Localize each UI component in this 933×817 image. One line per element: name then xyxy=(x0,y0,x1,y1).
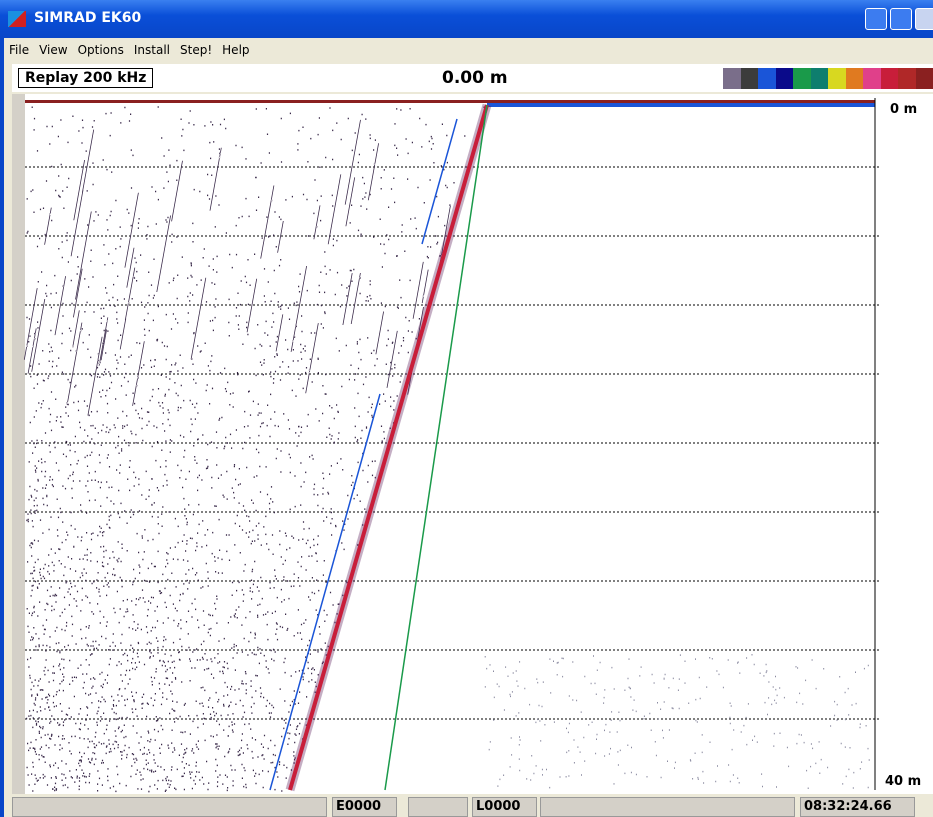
palette-swatch xyxy=(723,68,741,89)
time-readout: 08:32:24.66 xyxy=(800,797,915,817)
maximize-button[interactable] xyxy=(890,8,912,30)
palette-swatch xyxy=(740,68,758,89)
close-button[interactable] xyxy=(915,8,933,30)
bottom-echo xyxy=(288,104,489,791)
window-frame xyxy=(0,38,4,817)
target-trace xyxy=(269,393,381,791)
menu-bar: File View Options Install Step! Help xyxy=(4,38,929,62)
log-counter: L0000 xyxy=(472,797,537,817)
status-cell xyxy=(540,797,795,817)
palette-swatch xyxy=(845,68,863,89)
palette-swatch xyxy=(880,68,898,89)
palette-swatch xyxy=(810,68,828,89)
event-counter: E0000 xyxy=(332,797,397,817)
depth-readout: 0.00 m xyxy=(442,68,508,88)
surface-band xyxy=(487,103,875,107)
menu-item[interactable]: Help xyxy=(222,43,250,57)
status-cell xyxy=(408,797,468,817)
menu-item[interactable]: Install xyxy=(133,43,171,57)
palette-swatch xyxy=(915,68,933,89)
menu-item[interactable]: View xyxy=(39,43,68,57)
palette-swatch xyxy=(828,68,846,89)
depth-top-label: 0 m xyxy=(890,102,917,117)
palette-swatch xyxy=(898,68,916,89)
status-bar: E0000 L0000 08:32:24.66 xyxy=(12,795,933,817)
surface-band xyxy=(25,100,875,103)
palette-swatch xyxy=(863,68,881,89)
menu-item[interactable]: Step! xyxy=(180,43,213,57)
echogram-bg xyxy=(12,94,933,794)
palette-swatch xyxy=(758,68,776,89)
window-title: SIMRAD EK60 xyxy=(34,10,142,26)
mode-label: Replay 200 kHz xyxy=(18,68,154,88)
title-bar: SIMRAD EK60 xyxy=(0,0,933,38)
palette-swatch xyxy=(775,68,793,89)
menu-item[interactable]: File xyxy=(9,43,30,57)
app-icon xyxy=(8,11,26,27)
palette-swatch xyxy=(793,68,811,89)
status-cell xyxy=(12,797,327,817)
info-bar: Replay 200 kHz 0.00 m xyxy=(12,64,933,92)
depth-bottom-label: 40 m xyxy=(885,774,921,789)
echogram: 0 m 40 m xyxy=(12,94,933,794)
target-trace xyxy=(384,104,488,791)
minimize-button[interactable] xyxy=(865,8,887,30)
target-trace xyxy=(421,118,458,245)
echogram-border xyxy=(12,94,25,794)
echo-noise xyxy=(484,654,870,789)
menu-item[interactable]: Options xyxy=(77,43,124,57)
